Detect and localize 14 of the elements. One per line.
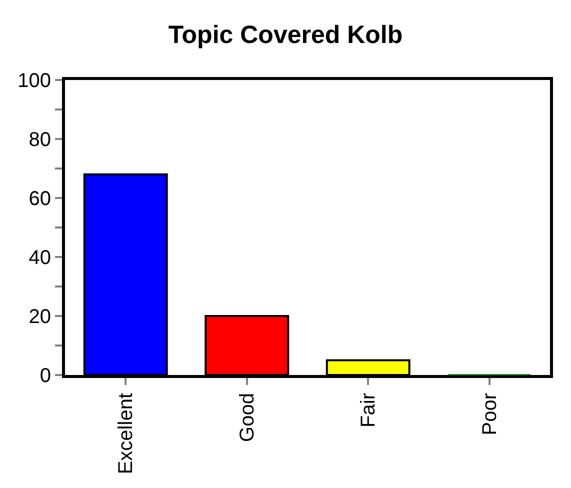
y-tick-label: 40 (28, 247, 51, 269)
y-tick-label: 0 (40, 365, 51, 387)
y-tick-label: 80 (28, 129, 51, 151)
bar (326, 359, 410, 375)
bar (83, 173, 168, 375)
y-tick-label: 60 (28, 188, 51, 210)
x-tick-label: Good (236, 393, 258, 442)
bar (204, 315, 290, 375)
x-tick-label: Poor (478, 392, 501, 436)
chart-title: Topic Covered Kolb (168, 20, 403, 49)
y-tick-label: 100 (18, 70, 51, 92)
x-tick-label: Fair (358, 392, 380, 428)
x-tick-label: Excellent (115, 392, 138, 474)
y-tick-label: 20 (28, 306, 51, 328)
